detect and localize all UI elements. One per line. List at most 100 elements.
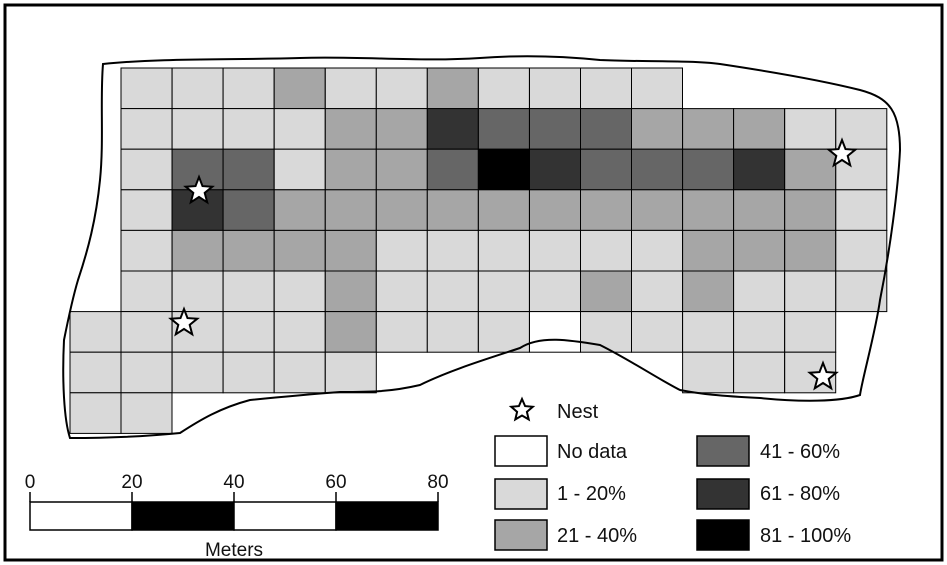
grid-cell xyxy=(273,270,326,313)
grid-cell xyxy=(375,108,428,150)
grid-cell xyxy=(171,351,224,394)
grid-cell xyxy=(375,189,428,231)
grid-cell xyxy=(631,311,683,353)
grid-cell xyxy=(631,189,683,231)
grid-cell xyxy=(426,270,479,313)
legend-nest-label: Nest xyxy=(557,401,599,423)
grid-cell xyxy=(682,148,735,191)
scale-tick-label: 80 xyxy=(427,472,448,493)
scale-segment-3 xyxy=(233,501,337,531)
grid-cell xyxy=(324,311,377,353)
grid-cell xyxy=(631,270,683,313)
grid-cell xyxy=(784,270,837,313)
grid-cell xyxy=(477,229,530,272)
grid-cell xyxy=(324,108,377,150)
grid-cell xyxy=(477,311,530,353)
grid-cell xyxy=(580,229,632,272)
grid-cell xyxy=(529,229,581,272)
grid-cell xyxy=(120,67,173,110)
grid-cell xyxy=(324,189,377,231)
grid-cell xyxy=(631,108,683,150)
scale-segment-1 xyxy=(29,501,133,531)
grid-cell xyxy=(324,351,377,394)
grid-cell xyxy=(171,108,224,150)
grid-cell xyxy=(222,108,275,150)
grid-cell xyxy=(273,108,326,150)
grid-cell xyxy=(733,189,786,231)
grid-cell xyxy=(784,148,837,191)
grid-cell xyxy=(273,311,326,353)
grid-cell xyxy=(682,311,735,353)
grid-cell xyxy=(682,270,735,313)
legend-label-1-20: 1 - 20% xyxy=(557,483,626,505)
grid-cell xyxy=(171,229,224,272)
scale-tick-label: 60 xyxy=(325,472,346,493)
grid-cell xyxy=(273,351,326,394)
grid-cell xyxy=(69,311,122,353)
grid-cell xyxy=(682,189,735,231)
grid-cell xyxy=(120,148,173,191)
grid-cell xyxy=(580,108,632,150)
scale-unit-label: Meters xyxy=(205,540,263,561)
grid-cell xyxy=(324,270,377,313)
grid-cell xyxy=(682,351,735,394)
grid-cell xyxy=(580,67,632,110)
grid-cell xyxy=(222,229,275,272)
nest-star-icon xyxy=(183,174,215,205)
grid-cell xyxy=(171,270,224,313)
grid-cell xyxy=(477,148,530,191)
legend-label-no-data: No data xyxy=(557,441,628,463)
scale-tick-label: 40 xyxy=(223,472,244,493)
grid-cell xyxy=(69,392,122,434)
grid-cell xyxy=(477,270,530,313)
grid-cell xyxy=(835,108,888,150)
grid-cell xyxy=(120,108,173,150)
grid-cell xyxy=(477,189,530,231)
legend-label-41-60: 41 - 60% xyxy=(760,441,840,463)
scale-tick-label: 20 xyxy=(121,472,142,493)
grid-cell xyxy=(733,270,786,313)
grid-cell xyxy=(733,148,786,191)
grid-cell xyxy=(426,108,479,150)
grid-cell xyxy=(529,148,581,191)
grid-cell xyxy=(273,189,326,231)
legend-swatch-61-80 xyxy=(696,478,750,510)
grid-cell xyxy=(222,67,275,110)
grid-cell xyxy=(222,148,275,191)
legend-swatch-41-60 xyxy=(696,435,750,467)
grid-cell xyxy=(120,229,173,272)
grid-cell xyxy=(784,108,837,150)
scale-segment-4 xyxy=(335,501,439,531)
grid-cell xyxy=(529,270,581,313)
nest-star-icon xyxy=(807,360,839,391)
grid-cell xyxy=(580,270,632,313)
grid-cell xyxy=(682,108,735,150)
nest-star-icon xyxy=(826,137,858,168)
legend: Nest No data 1 - 20% 21 - 40% 41 - 60% 6… xyxy=(494,396,851,551)
grid-cell xyxy=(324,148,377,191)
grid-cell xyxy=(222,189,275,231)
grid-cell xyxy=(171,67,224,110)
grid-cell xyxy=(426,67,479,110)
grid-cell xyxy=(375,311,428,353)
grid-cell xyxy=(529,311,581,353)
grid-cell xyxy=(375,229,428,272)
legend-label-21-40: 21 - 40% xyxy=(557,525,637,547)
grid-cell xyxy=(784,229,837,272)
grid-cell xyxy=(426,229,479,272)
grid-cell xyxy=(120,392,173,434)
study-area-boundary xyxy=(62,55,902,440)
grid-cell xyxy=(375,270,428,313)
grid-cell xyxy=(835,229,888,272)
grid-cell xyxy=(120,351,173,394)
nest-layer xyxy=(168,137,858,391)
grid-cell xyxy=(580,189,632,231)
grid-cell xyxy=(733,108,786,150)
legend-label-81-100: 81 - 100% xyxy=(760,525,851,547)
grid-cell xyxy=(324,67,377,110)
grid-cell xyxy=(631,67,683,110)
grid-cell xyxy=(682,229,735,272)
grid-cell xyxy=(631,148,683,191)
scale-tick-label: 0 xyxy=(25,472,36,493)
